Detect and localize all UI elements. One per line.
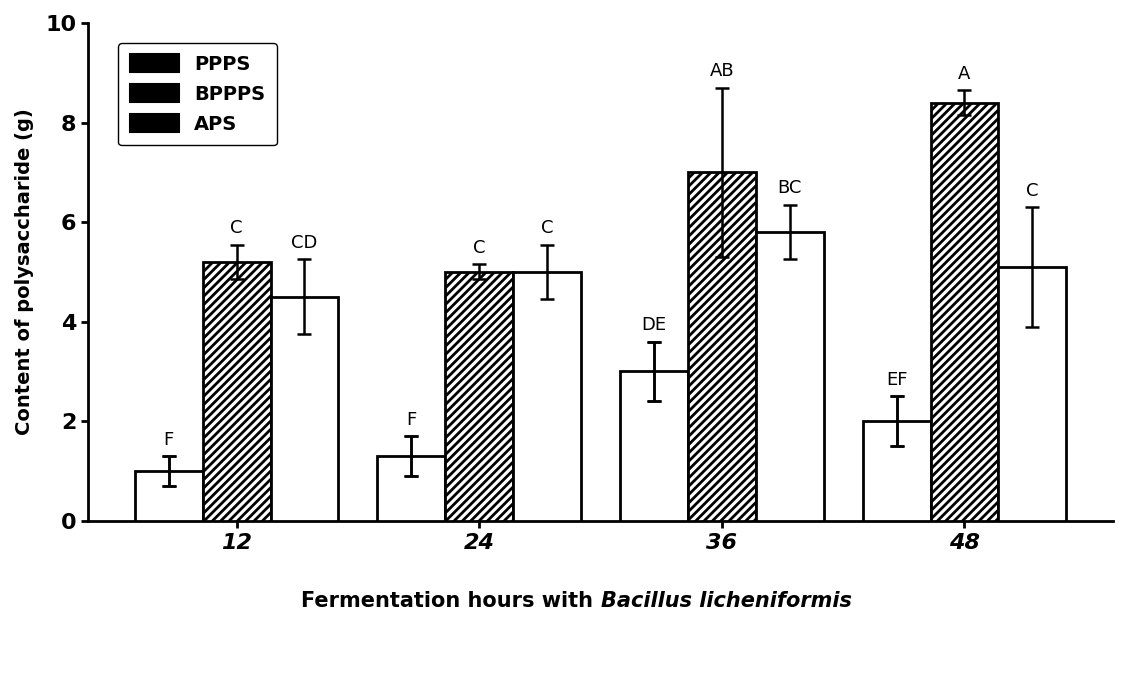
Text: AB: AB: [710, 62, 734, 80]
Text: C: C: [1026, 182, 1039, 199]
Bar: [688, 172, 756, 521]
Bar: [931, 103, 998, 521]
Bar: [271, 297, 338, 521]
Bar: [446, 272, 513, 521]
Bar: [134, 471, 203, 521]
Y-axis label: Content of polysaccharide (g): Content of polysaccharide (g): [15, 109, 34, 435]
Text: A: A: [959, 65, 971, 82]
Text: C: C: [230, 219, 243, 237]
Text: Fermentation hours with: Fermentation hours with: [301, 591, 600, 610]
Text: EF: EF: [885, 371, 907, 389]
Text: BC: BC: [777, 179, 802, 197]
Text: Bacillus licheniformis: Bacillus licheniformis: [600, 591, 852, 610]
Text: C: C: [473, 239, 485, 257]
Bar: [998, 267, 1066, 521]
Bar: [203, 262, 271, 521]
Bar: [513, 272, 581, 521]
Text: DE: DE: [642, 316, 667, 334]
Text: CD: CD: [291, 234, 318, 252]
Text: F: F: [406, 411, 416, 429]
Text: F: F: [164, 431, 174, 449]
Bar: [863, 421, 931, 521]
Bar: [620, 372, 688, 521]
Bar: [756, 232, 823, 521]
Legend: PPPS, BPPPS, APS: PPPS, BPPPS, APS: [118, 43, 276, 145]
Bar: [377, 456, 446, 521]
Text: C: C: [541, 219, 554, 237]
